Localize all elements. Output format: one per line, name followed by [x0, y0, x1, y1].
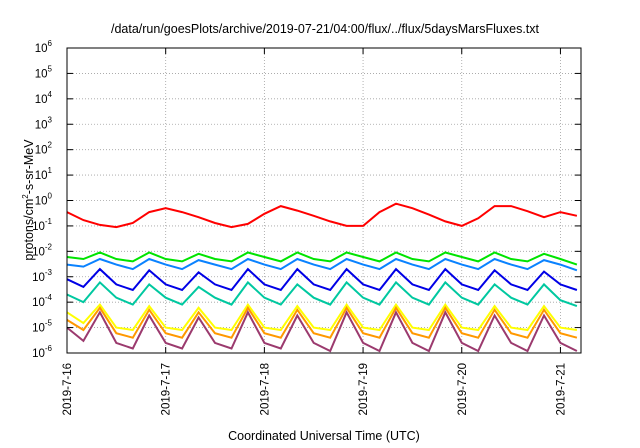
series-layer — [66, 202, 578, 353]
y-axis-label-sup: 2 — [21, 194, 30, 199]
x-tick-label: 2019-7-17 — [161, 363, 173, 415]
y-tick-label: 103 — [35, 115, 53, 131]
y-tick-base: 10 — [32, 348, 45, 360]
y-tick-label: 104 — [35, 90, 53, 106]
y-tick-base: 10 — [35, 119, 48, 131]
y-tick-exponent: -2 — [45, 242, 53, 251]
y-tick-exponent: 0 — [48, 192, 53, 201]
y-tick-label: 100 — [35, 192, 53, 208]
y-tick-exponent: 2 — [48, 141, 53, 150]
y-tick-label: 101 — [35, 166, 53, 182]
y-tick-exponent: -1 — [45, 217, 53, 226]
x-axis: 2019-7-16 2019-7-17 2019-7-18 2019-7-19 2019… — [62, 48, 567, 415]
y-tick-label: 10-6 — [32, 344, 52, 360]
chart-title: /data/run/goesPlots/archive/2019-07-21/0… — [111, 22, 540, 36]
y-tick-exponent: 4 — [48, 90, 53, 99]
y-tick-label: 10-5 — [32, 319, 52, 335]
x-axis-label: Coordinated Universal Time (UTC) — [228, 429, 420, 443]
y-tick-exponent: -4 — [45, 293, 53, 302]
series-line-2 — [66, 251, 578, 266]
y-tick-label: 106 — [35, 39, 53, 55]
y-tick-label: 10-4 — [32, 293, 52, 309]
x-tick-label: 2019-7-20 — [457, 363, 469, 415]
y-tick-base: 10 — [35, 196, 48, 208]
y-tick-exponent: 5 — [48, 64, 53, 73]
y-axis: 10-610-510-410-310-210-11001011021031041… — [32, 39, 581, 360]
y-tick-base: 10 — [32, 246, 45, 258]
x-tick-label: 2019-7-16 — [62, 363, 74, 415]
y-tick-exponent: -3 — [45, 268, 53, 277]
series-line-6 — [66, 302, 578, 332]
y-tick-label: 105 — [35, 64, 53, 80]
y-axis-label-base: protons/cm — [22, 199, 36, 261]
x-tick-label: 2019-7-18 — [259, 363, 271, 415]
series-line-7 — [66, 305, 578, 339]
y-axis-label: protons/cm2-s-sr-MeV — [21, 139, 36, 261]
series-line-3 — [66, 257, 578, 272]
y-tick-label: 102 — [35, 141, 53, 157]
y-tick-base: 10 — [35, 170, 48, 182]
grid-layer — [67, 48, 581, 353]
y-tick-exponent: -6 — [45, 344, 53, 353]
x-tick-label: 2019-7-19 — [358, 363, 370, 415]
y-tick-label: 10-1 — [32, 217, 52, 233]
y-tick-exponent: 1 — [48, 166, 53, 175]
y-tick-base: 10 — [32, 323, 45, 335]
y-tick-base: 10 — [35, 145, 48, 157]
x-tick-label: 2019-7-21 — [555, 363, 567, 415]
series-line-5 — [66, 280, 578, 308]
plot-frame — [66, 47, 582, 354]
y-tick-base: 10 — [35, 94, 48, 106]
y-axis-label-rest: -s-sr-MeV — [22, 139, 36, 195]
y-tick-exponent: 6 — [48, 39, 53, 48]
y-tick-base: 10 — [32, 221, 45, 233]
y-tick-exponent: -5 — [45, 319, 53, 328]
y-tick-base: 10 — [32, 297, 45, 309]
y-tick-label: 10-3 — [32, 268, 52, 284]
y-tick-base: 10 — [35, 68, 48, 80]
y-tick-exponent: 3 — [48, 115, 53, 124]
y-tick-label: 10-2 — [32, 242, 52, 258]
series-line-8 — [66, 309, 578, 353]
y-tick-base: 10 — [35, 43, 48, 55]
series-line-1 — [66, 202, 578, 229]
y-tick-base: 10 — [32, 272, 45, 284]
series-line-4 — [66, 267, 578, 292]
